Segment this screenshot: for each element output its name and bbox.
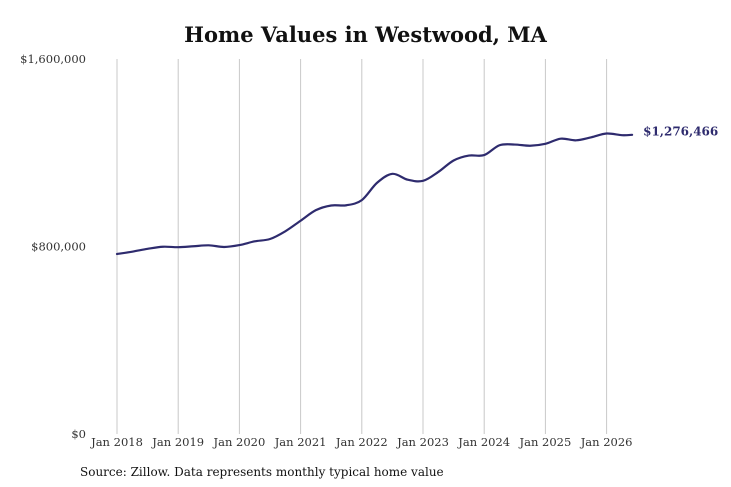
x-axis-ticks: Jan 2018 Jan 2019 Jan 2020 Jan 2021 Jan 2022… (90, 435, 632, 449)
chart-title: Home Values in Westwood, MA (184, 22, 547, 47)
end-value-label: $1,276,466 (643, 124, 718, 138)
end-label-group: $1,276,466 (643, 124, 718, 138)
x-tick-label-5: Jan 2023 (396, 435, 449, 449)
x-tick-label-3: Jan 2021 (274, 435, 327, 449)
x-tick-label-0: Jan 2018 (90, 435, 143, 449)
y-axis-ticks: $0 $800,000 $1,600,000 (20, 52, 86, 441)
series-line-0 (115, 132, 634, 256)
x-tick-label-7: Jan 2025 (519, 435, 572, 449)
x-tick-label-4: Jan 2022 (335, 435, 388, 449)
y-tick-label-2: $1,600,000 (20, 52, 86, 66)
y-tick-label-1: $800,000 (31, 240, 86, 254)
x-tick-label-2: Jan 2020 (213, 435, 266, 449)
x-tick-label-1: Jan 2019 (151, 435, 204, 449)
source-note: Source: Zillow. Data represents monthly … (80, 465, 444, 479)
x-tick-label-6: Jan 2024 (457, 435, 510, 449)
y-tick-label-0: $0 (71, 427, 86, 441)
x-tick-label-8: Jan 2026 (580, 435, 633, 449)
series-group (115, 132, 634, 256)
